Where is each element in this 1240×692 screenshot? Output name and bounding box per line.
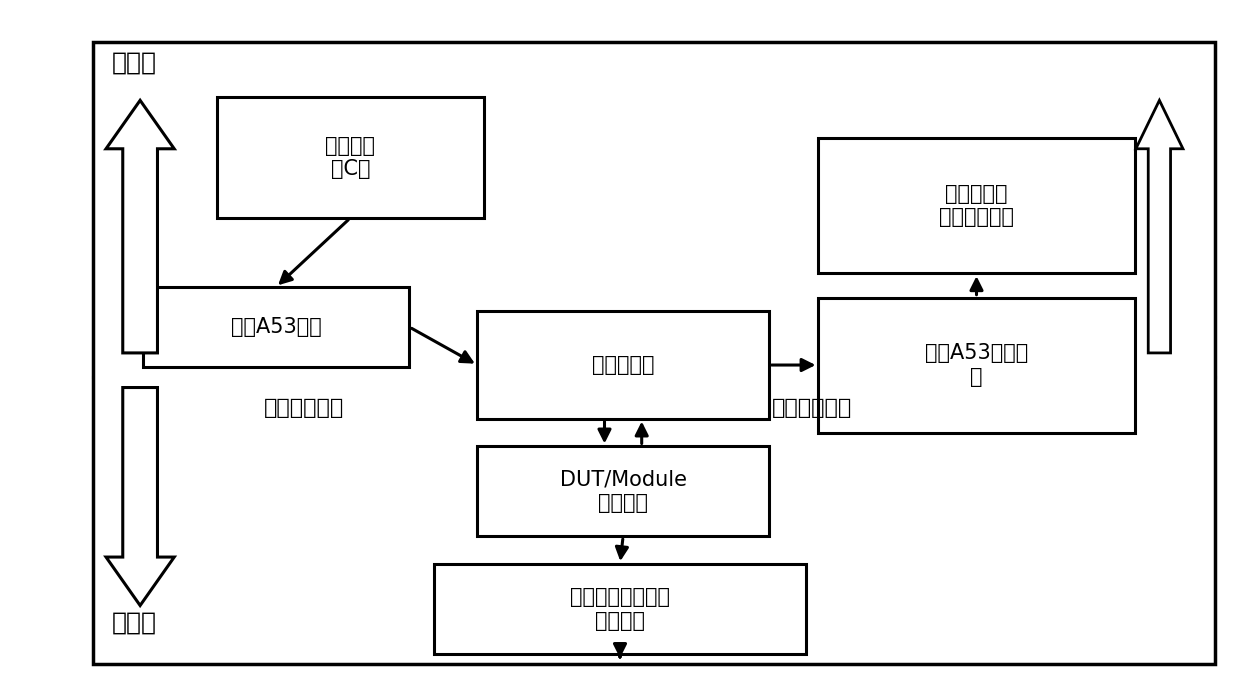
Text: 四核A53对比分
析: 四核A53对比分 析 <box>925 343 1028 387</box>
Text: 覆盖率分析
功能验证报告: 覆盖率分析 功能验证报告 <box>939 184 1014 228</box>
Bar <box>477 311 769 419</box>
Polygon shape <box>1136 100 1183 353</box>
Polygon shape <box>107 388 174 606</box>
Polygon shape <box>107 100 174 353</box>
Text: 结果队列输出: 结果队列输出 <box>773 399 852 418</box>
Bar <box>818 298 1135 432</box>
Text: 四核A53执行: 四核A53执行 <box>231 317 321 337</box>
Text: 设计协议桥: 设计协议桥 <box>591 355 655 375</box>
Text: 激励队列输入: 激励队列输入 <box>264 399 343 418</box>
Text: 硬件层: 硬件层 <box>112 611 156 635</box>
Bar <box>477 446 769 536</box>
Text: DUT/Module
功能验证: DUT/Module 功能验证 <box>559 470 687 513</box>
Text: 验证激励
（C）: 验证激励 （C） <box>325 136 376 179</box>
Text: 嵌入式逻辑分析仪
信号观测: 嵌入式逻辑分析仪 信号观测 <box>570 588 670 630</box>
Bar <box>143 287 409 367</box>
Bar <box>434 564 806 654</box>
Text: 软件层: 软件层 <box>112 51 156 74</box>
Bar <box>217 97 484 218</box>
Bar <box>818 138 1135 273</box>
